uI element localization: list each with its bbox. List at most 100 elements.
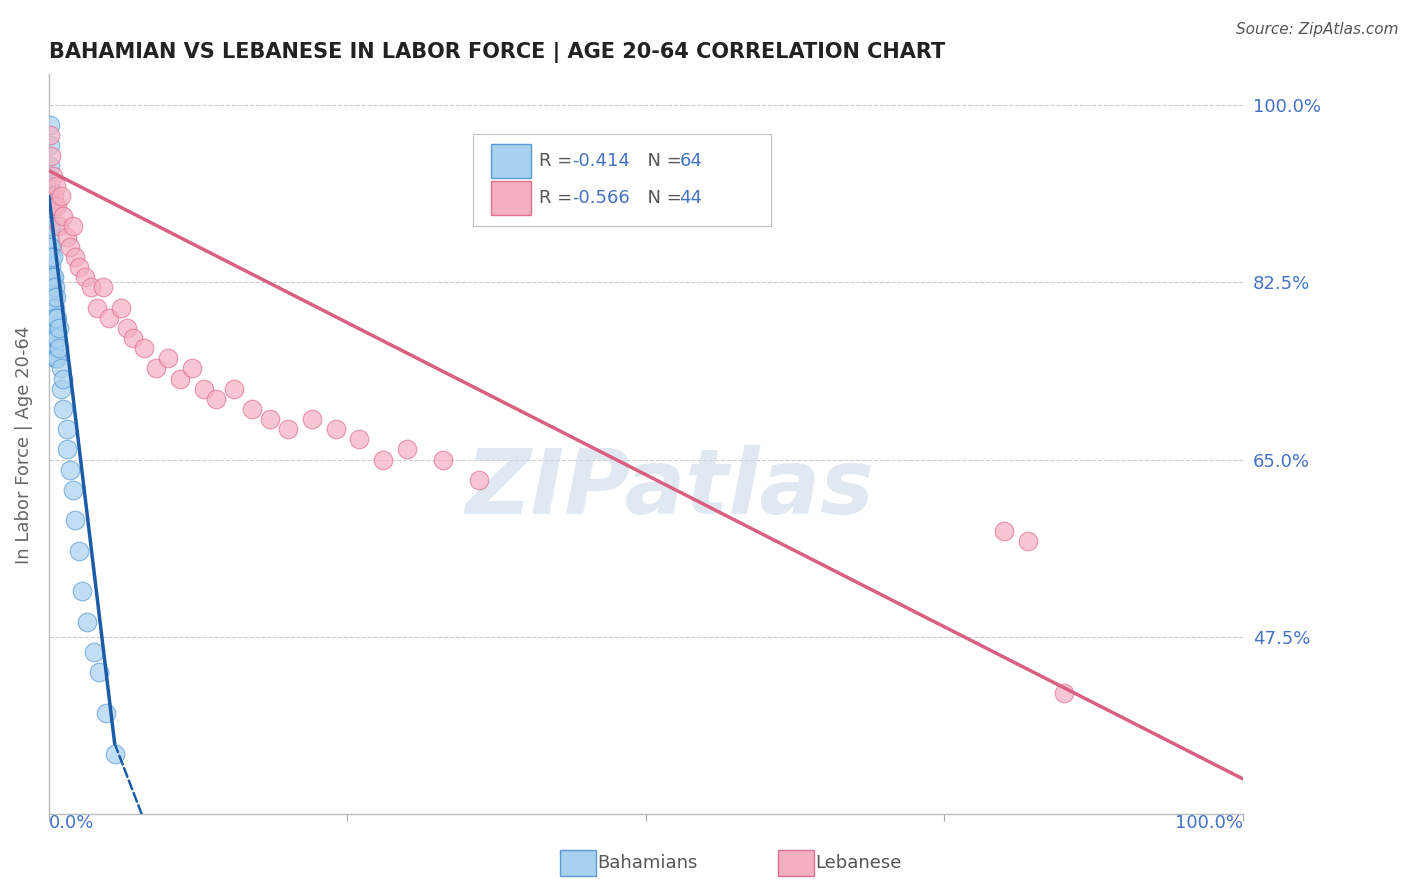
Point: [41, 280, 63, 294]
FancyBboxPatch shape: [491, 181, 531, 215]
Point: [67, 260, 90, 274]
Point: [42, 321, 65, 335]
Point: [39, 210, 62, 224]
Point: [56, 422, 79, 436]
Point: [41, 148, 63, 162]
Point: [56, 442, 79, 457]
Point: [193, 382, 215, 396]
Point: [41, 169, 63, 183]
Point: [67, 544, 90, 558]
Point: [42, 301, 65, 315]
Point: [41, 331, 63, 345]
Text: N =: N =: [637, 189, 688, 207]
Point: [41, 240, 63, 254]
Point: [42, 310, 65, 325]
Point: [39, 229, 62, 244]
Text: Lebanese: Lebanese: [815, 855, 901, 872]
Text: ZIPatlas: ZIPatlas: [465, 445, 875, 533]
Point: [993, 524, 1015, 538]
Point: [41, 219, 63, 234]
Point: [62, 483, 84, 497]
Y-axis label: In Labor Force | Age 20-64: In Labor Force | Age 20-64: [15, 326, 32, 564]
Point: [41, 301, 63, 315]
Point: [41, 260, 63, 274]
Point: [91, 280, 114, 294]
Point: [45, 290, 67, 304]
Point: [45, 331, 67, 345]
Point: [45, 351, 67, 366]
Point: [41, 270, 63, 285]
Point: [46, 310, 69, 325]
FancyBboxPatch shape: [491, 144, 531, 178]
Point: [222, 382, 245, 396]
Point: [73, 270, 96, 285]
Point: [39, 128, 62, 143]
Point: [259, 412, 281, 426]
Text: R =: R =: [538, 152, 578, 170]
Point: [134, 341, 156, 355]
Point: [97, 310, 120, 325]
Point: [39, 240, 62, 254]
Point: [325, 422, 347, 436]
Point: [59, 240, 82, 254]
Point: [42, 290, 65, 304]
Point: [181, 361, 204, 376]
Point: [39, 219, 62, 234]
Point: [205, 392, 228, 406]
Point: [1053, 686, 1076, 700]
Point: [41, 301, 63, 315]
Point: [87, 665, 110, 680]
Text: R =: R =: [538, 189, 578, 207]
Point: [96, 706, 118, 720]
Point: [42, 189, 65, 203]
Point: [396, 442, 419, 457]
Point: [115, 321, 138, 335]
Point: [121, 331, 143, 345]
Point: [49, 382, 72, 396]
Point: [157, 351, 180, 366]
Text: N =: N =: [637, 152, 688, 170]
Point: [44, 301, 66, 315]
Point: [48, 341, 70, 355]
Point: [1017, 533, 1039, 548]
Point: [86, 301, 108, 315]
Point: [44, 280, 66, 294]
Point: [52, 401, 75, 416]
Point: [59, 463, 82, 477]
Point: [49, 361, 72, 376]
Text: 64: 64: [679, 152, 702, 170]
Point: [39, 178, 62, 193]
Point: [52, 210, 75, 224]
Text: BAHAMIAN VS LEBANESE IN LABOR FORCE | AGE 20-64 CORRELATION CHART: BAHAMIAN VS LEBANESE IN LABOR FORCE | AG…: [49, 42, 945, 62]
Point: [80, 280, 103, 294]
Point: [45, 178, 67, 193]
Point: [277, 422, 299, 436]
Point: [41, 280, 63, 294]
Point: [45, 310, 67, 325]
Point: [41, 310, 63, 325]
Point: [76, 615, 98, 629]
Point: [44, 199, 66, 213]
Point: [46, 331, 69, 345]
Point: [46, 351, 69, 366]
Point: [83, 645, 105, 659]
Text: 44: 44: [679, 189, 703, 207]
Point: [349, 433, 371, 447]
Point: [373, 452, 395, 467]
Point: [42, 270, 65, 285]
Point: [44, 331, 66, 345]
Point: [48, 321, 70, 335]
Point: [41, 321, 63, 335]
Point: [62, 219, 84, 234]
FancyBboxPatch shape: [472, 134, 772, 226]
Text: -0.566: -0.566: [572, 189, 630, 207]
Text: -0.414: -0.414: [572, 152, 630, 170]
Point: [104, 747, 127, 761]
Text: 0.0%: 0.0%: [49, 814, 94, 832]
Point: [65, 250, 87, 264]
Point: [41, 250, 63, 264]
Point: [240, 401, 263, 416]
Point: [41, 310, 63, 325]
Point: [41, 321, 63, 335]
Point: [39, 118, 62, 132]
